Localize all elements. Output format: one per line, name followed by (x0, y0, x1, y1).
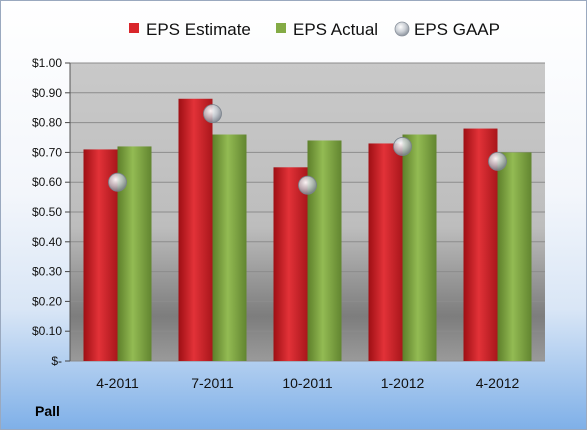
legend-label-actual: EPS Actual (293, 20, 378, 39)
x-tick-label: 7-2011 (191, 375, 234, 391)
x-tick-label: 10-2011 (282, 375, 333, 391)
y-tick-label: $0.90 (32, 86, 62, 100)
point-eps-gaap (298, 175, 317, 195)
point-eps-gaap (108, 172, 127, 192)
x-axis: 4-2011 7-2011 10-2011 1-2012 4-2012 (96, 375, 519, 391)
bars (83, 98, 532, 361)
y-tick-label: $0.20 (32, 294, 62, 308)
bar-eps-estimate (368, 143, 403, 361)
gaap-points (108, 104, 507, 195)
x-tick-label: 4-2012 (476, 375, 520, 391)
x-tick-label: 1-2012 (381, 375, 425, 391)
point-eps-gaap (393, 137, 412, 156)
company-name: Pall (35, 403, 60, 419)
legend-label-estimate: EPS Estimate (146, 20, 251, 39)
legend-marker-gaap (394, 21, 410, 37)
y-axis: $- $0.10 $0.20 $0.30 $0.40 $0.50 $0.60 $0.70 $0.… (32, 56, 71, 368)
legend-swatch-estimate (129, 23, 139, 33)
y-tick-label: $1.00 (32, 56, 62, 70)
y-tick-label: $0.70 (32, 145, 62, 159)
point-eps-gaap (203, 104, 222, 124)
bar-eps-estimate (273, 167, 308, 361)
bar-eps-actual (212, 134, 247, 361)
legend-label-gaap: EPS GAAP (414, 20, 500, 39)
bar-eps-actual (402, 134, 437, 361)
legend-swatch-actual (276, 23, 286, 33)
y-tick-label: $0.50 (32, 205, 62, 219)
bar-eps-actual (497, 152, 532, 361)
bar-eps-estimate (178, 98, 213, 361)
y-tick-label: $0.60 (32, 175, 62, 189)
y-tick-label: $0.40 (32, 235, 62, 249)
point-eps-gaap (488, 151, 507, 171)
y-tick-label: $0.80 (32, 116, 62, 130)
legend: EPS Estimate EPS Actual EPS GAAP (129, 20, 500, 39)
y-tick-label: $0.10 (32, 324, 62, 338)
y-tick-label: $0.30 (32, 265, 62, 279)
y-tick-label: $- (51, 354, 62, 368)
x-tick-label: 4-2011 (96, 375, 139, 391)
bar-eps-actual (307, 140, 342, 361)
